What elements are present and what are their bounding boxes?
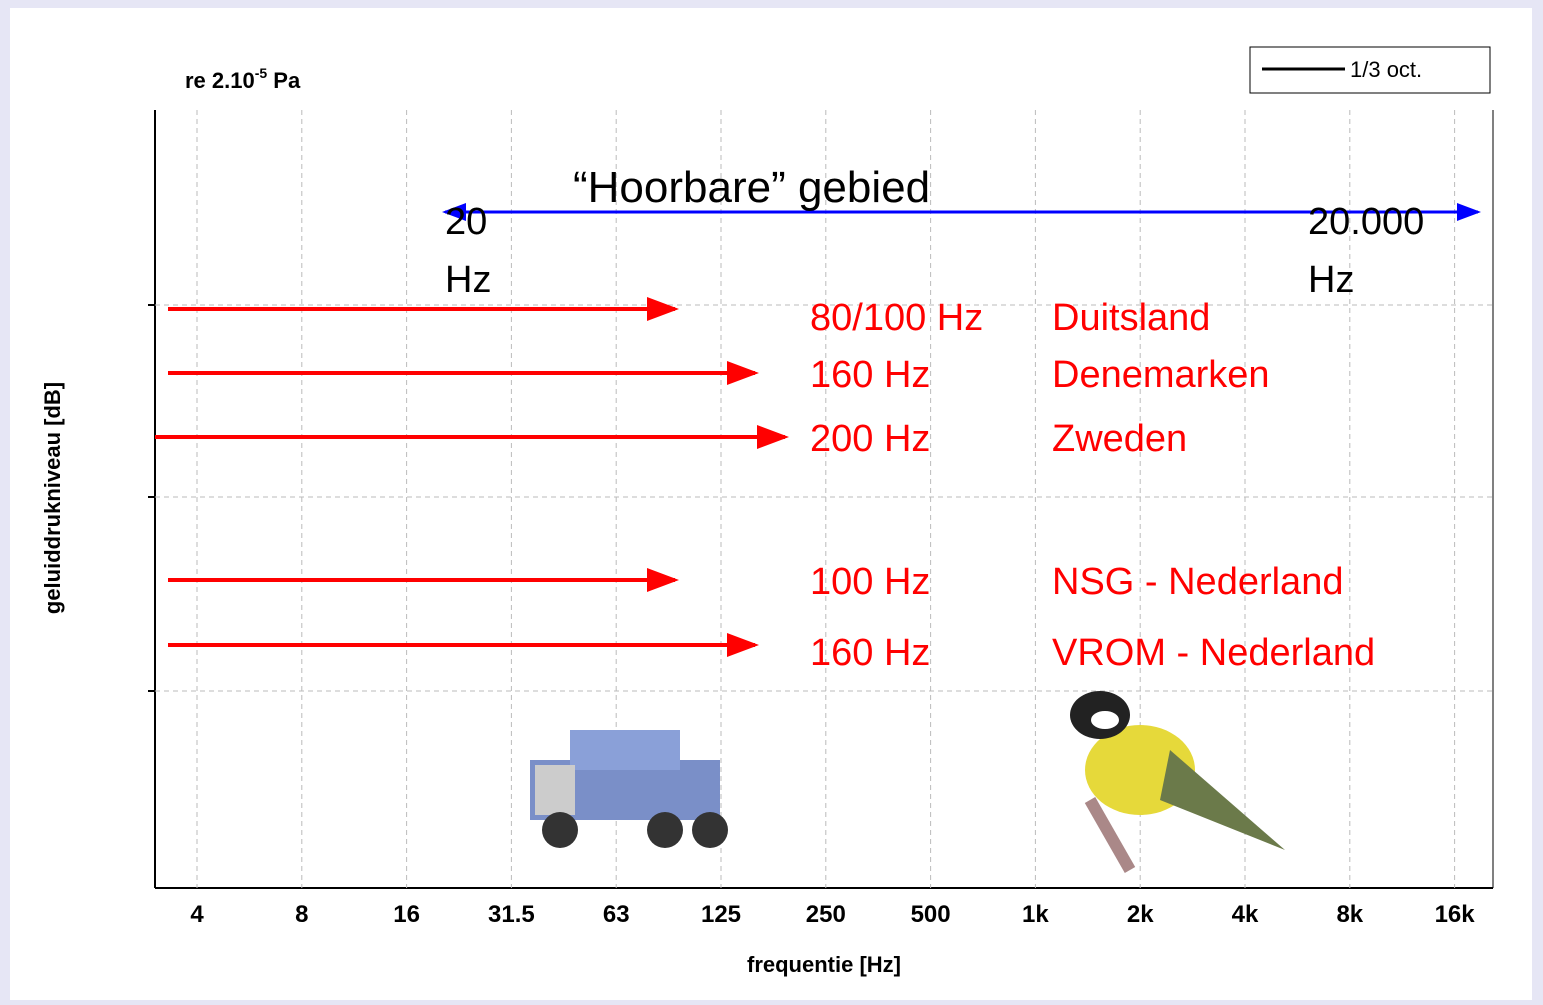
x-tick-label: 63: [603, 901, 630, 928]
slide: re 2.10-5 Pa 1/3 oct. geluiddrukniveau […: [0, 0, 1543, 1005]
x-tick-label: 4k: [1232, 901, 1259, 928]
limit-country: Denemarken: [1052, 354, 1270, 396]
x-tick-label: 500: [911, 901, 951, 928]
page: {"unit_label": {"prefix": "re 2.10", "ex…: [0, 0, 1543, 1005]
limit-frequency: 100 Hz: [810, 561, 930, 603]
audible-low: 20: [445, 201, 487, 243]
x-tick-label: 1k: [1022, 901, 1049, 928]
audible-high-unit: Hz: [1308, 259, 1354, 301]
unit-label: re 2.10-5 Pa: [185, 65, 301, 93]
y-axis-label: geluiddrukniveau [dB]: [40, 382, 65, 614]
audible-title: “Hoorbare” gebied: [573, 163, 930, 212]
limit-frequency: 80/100 Hz: [810, 297, 983, 339]
x-tick-label: 8: [295, 901, 308, 928]
legend-label: 1/3 oct.: [1350, 57, 1422, 82]
limit-country: VROM - Nederland: [1052, 632, 1375, 674]
x-tick-label: 125: [701, 901, 741, 928]
limit-frequency: 160 Hz: [810, 354, 930, 396]
audible-low-unit: Hz: [445, 259, 491, 301]
limit-country: NSG - Nederland: [1052, 561, 1343, 603]
x-tick-label: 2k: [1127, 901, 1154, 928]
x-tick-label: 8k: [1336, 901, 1363, 928]
x-tick-label: 16: [393, 901, 420, 928]
x-axis-label: frequentie [Hz]: [747, 952, 901, 977]
x-tick-label: 31.5: [488, 901, 535, 928]
limit-country: Duitsland: [1052, 297, 1210, 339]
limit-frequency: 160 Hz: [810, 632, 930, 674]
x-tick-label: 4: [190, 901, 204, 928]
limit-frequency: 200 Hz: [810, 418, 930, 460]
panel: [10, 8, 1532, 1000]
x-tick-label: 250: [806, 901, 846, 928]
limit-country: Zweden: [1052, 418, 1187, 460]
audible-high: 20.000: [1308, 201, 1424, 243]
x-tick-label: 16k: [1435, 901, 1476, 928]
